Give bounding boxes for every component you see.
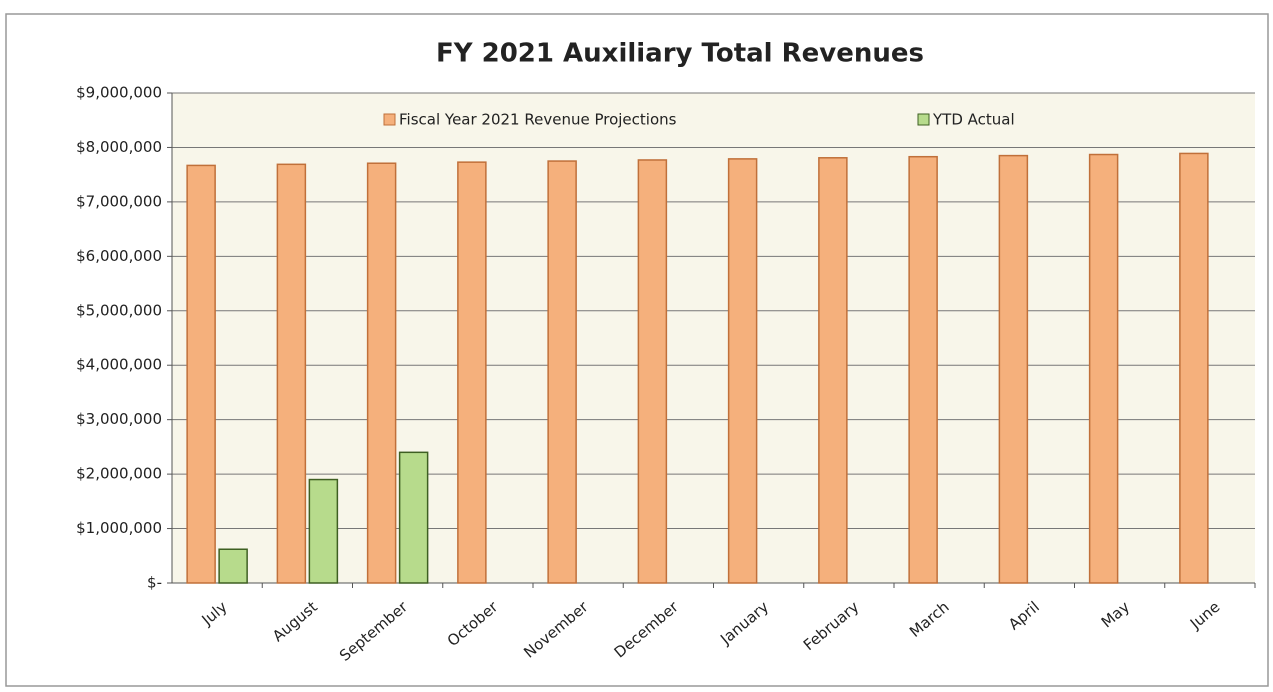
bar (908, 155, 938, 584)
y-tick-label: $5,000,000 (76, 301, 162, 319)
bar (818, 157, 848, 584)
y-tick-label: $9,000,000 (76, 84, 162, 102)
bar (218, 548, 248, 584)
bar (186, 164, 216, 584)
y-tick-label: $3,000,000 (76, 410, 162, 428)
y-tick-label: $- (147, 574, 162, 592)
y-tick-label: $4,000,000 (76, 356, 162, 374)
y-tick-label: $8,000,000 (76, 138, 162, 156)
bar (727, 158, 758, 584)
bar (1088, 153, 1119, 584)
bar (308, 478, 339, 584)
legend-swatch (917, 113, 930, 126)
bar (637, 159, 668, 584)
bar (998, 154, 1029, 584)
plot-area (172, 93, 1255, 583)
y-tick-label: $6,000,000 (76, 247, 162, 265)
y-tick-label: $2,000,000 (76, 465, 162, 483)
bar (547, 160, 577, 584)
chart-title: FY 2021 Auxiliary Total Revenues (436, 39, 924, 69)
legend-swatch (383, 113, 396, 126)
bar (366, 162, 397, 584)
legend-label: Fiscal Year 2021 Revenue Projections (399, 111, 677, 129)
bar (457, 161, 487, 584)
bar (276, 163, 307, 584)
bar (1179, 152, 1209, 584)
legend-label: YTD Actual (932, 111, 1015, 129)
y-tick-label: $7,000,000 (76, 192, 162, 210)
bar (398, 451, 429, 584)
y-tick-label: $1,000,000 (76, 519, 162, 537)
